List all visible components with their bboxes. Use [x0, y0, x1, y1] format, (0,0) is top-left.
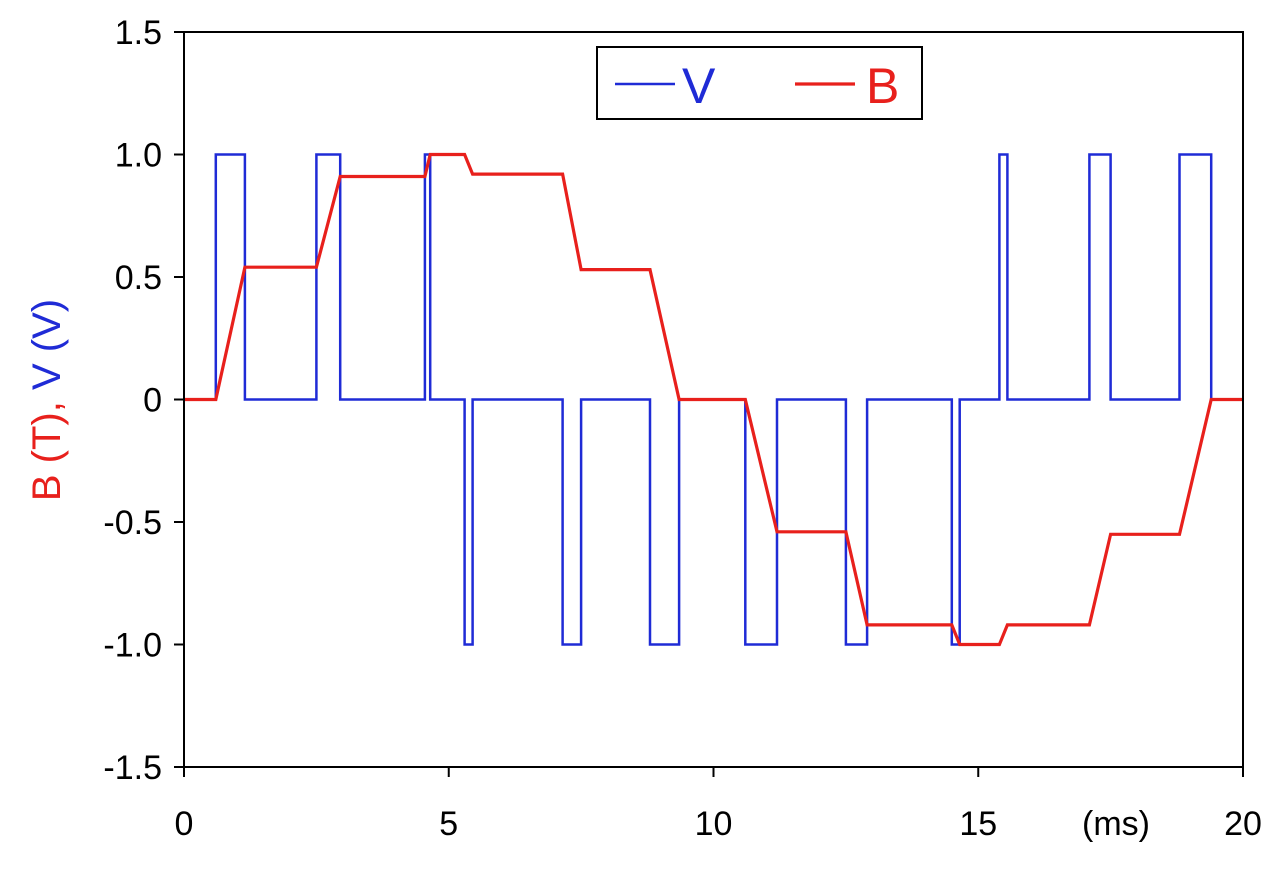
y-tick-label: 1.5 [115, 14, 162, 52]
y-tick-label: -0.5 [103, 504, 162, 542]
y-axis-label: B (T), V (V) [25, 299, 69, 501]
y-tick-label: 0 [143, 382, 162, 420]
y-axis-label-part: , [25, 390, 69, 412]
axis-layer: 1.5 1.0 0.5 0 -0.5 -1.0 -1.5 0 5 10 15 20 [103, 14, 1262, 843]
y-tick-label: -1.5 [103, 749, 162, 787]
y-tick-label: 0.5 [115, 259, 162, 297]
x-tick-label: 10 [695, 805, 733, 843]
legend-label-v: V [682, 58, 716, 114]
y-tick-label: -1.0 [103, 627, 162, 665]
series-b-line [184, 152, 1243, 647]
x-tick-label: 5 [439, 805, 458, 843]
series-layer [184, 152, 1243, 647]
y-axis-label-part: B (T) [25, 412, 69, 501]
x-tick-label: 20 [1224, 805, 1262, 843]
x-tick-label: 15 [959, 805, 997, 843]
legend-label-b: B [866, 58, 899, 114]
x-unit-label: (ms) [1082, 805, 1150, 843]
x-tick-label: 0 [175, 805, 194, 843]
y-axis-label-part: V (V) [25, 299, 69, 390]
y-tick-label: 1.0 [115, 137, 162, 175]
